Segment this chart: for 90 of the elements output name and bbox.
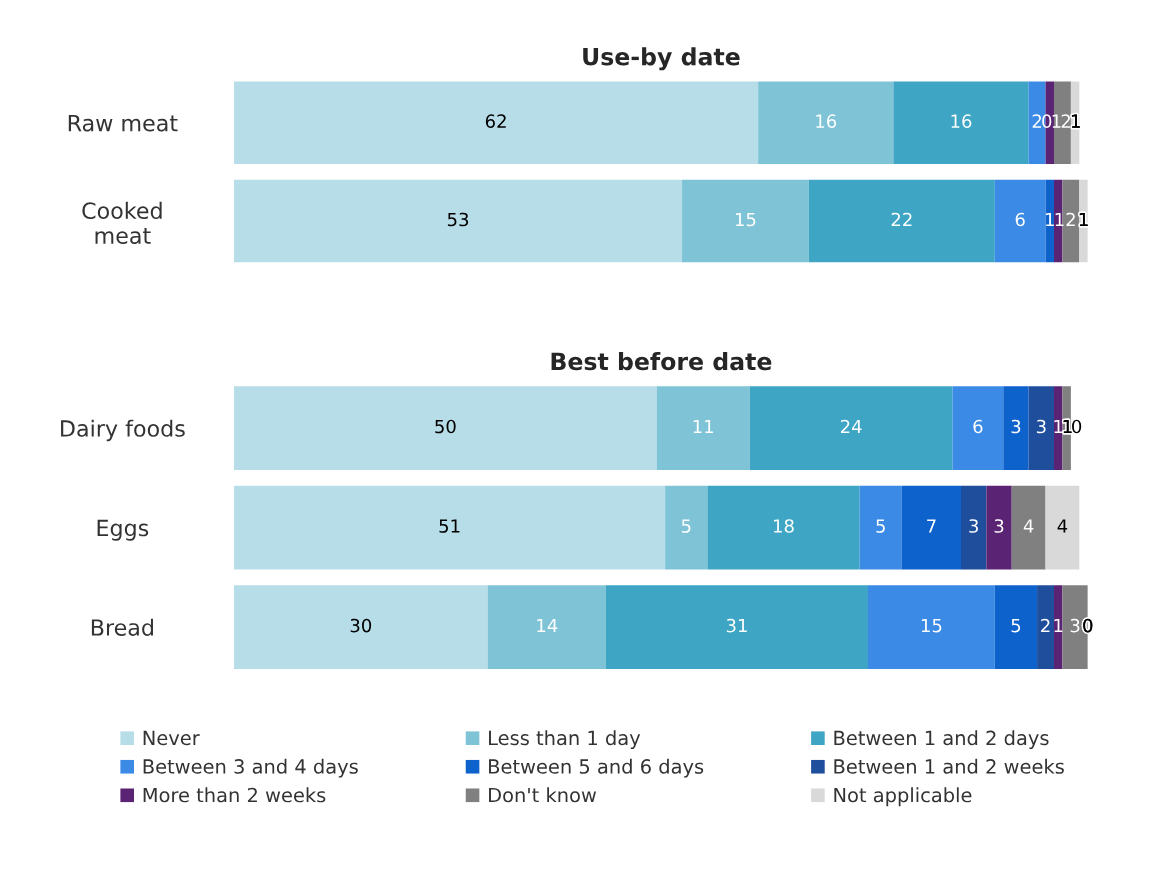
bar	[656, 386, 750, 470]
data-label: 31	[726, 618, 747, 633]
bar	[994, 585, 1038, 669]
bar	[749, 386, 953, 470]
data-label: 3	[969, 519, 978, 533]
legend-label: Less than 1 day	[489, 730, 641, 750]
chart-title: Use-by date	[583, 47, 740, 71]
data-label: 15	[735, 212, 756, 227]
y-tick-label: Cooked meat	[82, 201, 162, 244]
bar	[1053, 585, 1063, 669]
bar	[859, 485, 902, 570]
data-label: 5	[681, 519, 691, 533]
bar	[1062, 179, 1080, 263]
data-label: 2	[1032, 114, 1042, 128]
data-label: 62	[485, 114, 506, 128]
data-label: 1	[1079, 212, 1088, 227]
bar	[665, 485, 708, 570]
data-label: 3	[1070, 618, 1080, 633]
bar	[605, 585, 869, 669]
data-label: 1	[1054, 419, 1063, 434]
data-label: 4	[1057, 519, 1068, 533]
bar	[234, 585, 488, 669]
bar	[986, 485, 1012, 570]
data-label: 6	[1015, 212, 1025, 227]
data-label: 3	[1036, 419, 1046, 434]
bar	[961, 485, 987, 570]
bar	[1053, 386, 1063, 470]
data-label: 18	[773, 519, 794, 533]
bar	[234, 179, 683, 263]
data-label: 3	[994, 519, 1004, 533]
bar	[868, 585, 995, 669]
data-label: 5	[1011, 618, 1021, 633]
legend-label: Between 3 and 4 days	[143, 758, 358, 778]
data-label: 2	[1066, 212, 1075, 227]
data-label: 3	[1011, 419, 1021, 434]
data-label: 16	[816, 114, 837, 128]
data-label: 15	[921, 618, 942, 633]
bar	[1045, 485, 1080, 570]
bar	[487, 585, 606, 669]
bar	[893, 81, 1029, 165]
legend-label: Between 5 and 6 days	[489, 758, 704, 778]
data-label: 1	[1071, 114, 1080, 128]
bar	[901, 485, 961, 570]
legend-label: Don't know	[489, 787, 597, 803]
bar	[1011, 485, 1046, 570]
bar	[1053, 81, 1071, 165]
y-tick-label: Dairy foods	[61, 419, 185, 442]
bar	[758, 81, 894, 165]
data-label: 50	[435, 419, 456, 434]
data-label: 0	[1042, 114, 1052, 128]
bar	[994, 179, 1046, 263]
data-label: 0	[1083, 618, 1093, 633]
data-label: 1	[1046, 212, 1054, 227]
data-label: 1	[1054, 618, 1063, 633]
data-label: 5	[876, 519, 885, 533]
data-label: 53	[447, 212, 469, 227]
legend-label: Not applicable	[834, 787, 972, 807]
data-label: 6	[973, 419, 983, 434]
legend-label: Between 1 and 2 days	[834, 730, 1049, 750]
bar	[682, 179, 809, 263]
data-label: 51	[439, 519, 460, 533]
data-label: 30	[350, 618, 372, 633]
data-label: 11	[693, 419, 713, 434]
bar	[1028, 386, 1054, 470]
legend-label: More than 2 weeks	[143, 787, 326, 803]
bar	[808, 179, 995, 263]
data-label: 2	[1061, 114, 1070, 128]
data-label: 22	[891, 212, 912, 227]
y-tick-label: Eggs	[97, 519, 149, 541]
bar	[707, 485, 860, 570]
legend-label: Between 1 and 2 weeks	[834, 758, 1064, 774]
legend-label: Never	[143, 730, 200, 746]
bar	[234, 485, 666, 570]
bar	[952, 386, 1004, 470]
y-tick-label: Raw meat	[68, 114, 178, 132]
data-label: 14	[537, 618, 558, 633]
bar	[1062, 386, 1071, 470]
data-label: 2	[1041, 618, 1050, 633]
data-label: 4	[1023, 519, 1034, 533]
chart-title: Best before date	[551, 352, 772, 371]
data-label: 1	[1055, 212, 1064, 227]
y-tick-label: Bread	[91, 618, 153, 636]
bar	[234, 386, 657, 470]
bar	[234, 81, 759, 165]
data-label: 16	[951, 114, 972, 128]
data-label: 0	[1072, 419, 1082, 434]
bar	[1003, 386, 1029, 470]
data-label: 24	[840, 419, 862, 434]
data-label: 7	[927, 519, 936, 533]
bar	[1037, 585, 1054, 669]
